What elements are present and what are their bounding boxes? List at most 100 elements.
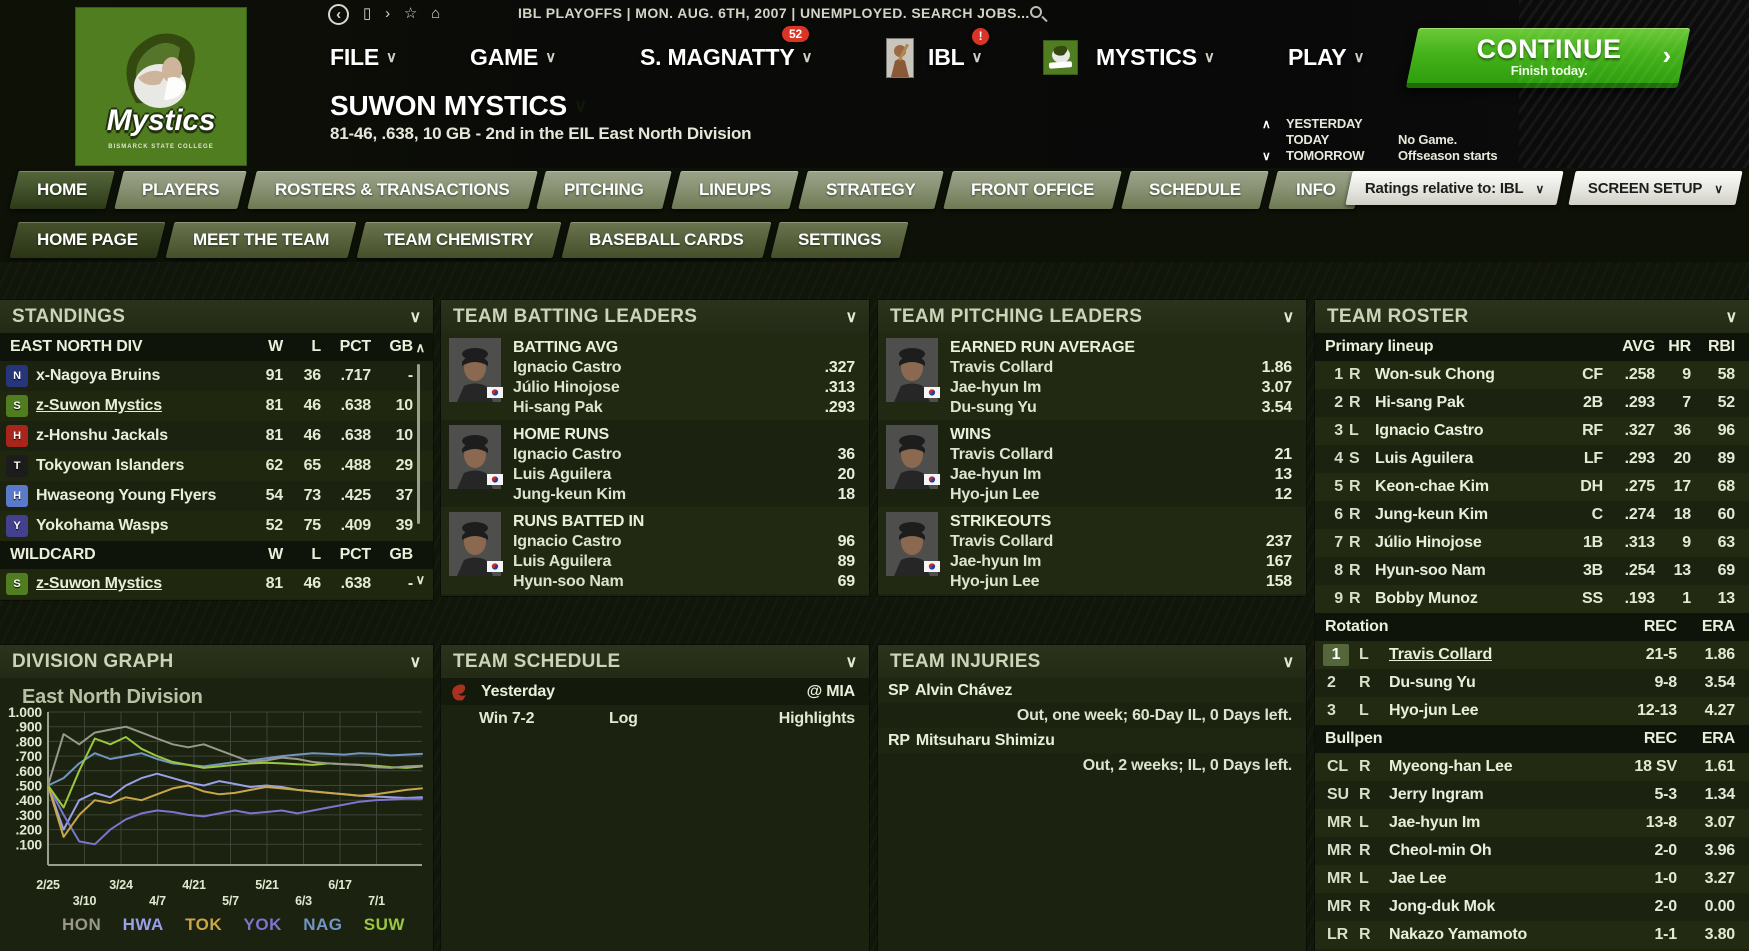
roster-player-row[interactable]: MR L Jae-hyun Im 13-8 3.07 [1315,809,1749,837]
scroll-down-icon[interactable]: ∨ [415,572,426,587]
leader-player-row[interactable]: Ignacio Castro 96 [513,532,855,552]
menu-team[interactable]: MYSTICS ∨ [1096,44,1215,70]
tab-rosters-transactions[interactable]: ROSTERS & TRANSACTIONS [246,171,537,209]
search-icon[interactable] [1030,6,1042,18]
scrollbar[interactable] [417,364,420,524]
roster-player-row[interactable]: MR R Cheol-min Oh 2-0 3.96 [1315,837,1749,865]
tab-pitching[interactable]: PITCHING [536,171,672,209]
table-row[interactable]: T Tokyowan Islanders 62 65 .488 29 [0,451,433,481]
leader-player-row[interactable]: Luis Aguilera 20 [513,465,855,485]
roster-player-row[interactable]: 4 S Luis Aguilera LF .293 20 89 [1315,445,1749,473]
roster-player-row[interactable]: 2 R Du-sung Yu 9-8 3.54 [1315,669,1749,697]
forward-icon[interactable]: › [385,5,390,22]
leader-player-row[interactable]: Jae-hyun Im 167 [950,552,1292,572]
menu-game[interactable]: GAME ∨ [470,44,556,70]
home-icon[interactable]: ⌂ [431,5,440,22]
roster-player-row[interactable]: 9 R Bobby Munoz SS .193 1 13 [1315,585,1749,613]
roster-player-row[interactable]: 2 R Hi-sang Pak 2B .293 7 52 [1315,389,1749,417]
menu-play[interactable]: PLAY ∨ [1288,44,1365,70]
roster-player-row[interactable]: CL R Myeong-han Lee 18 SV 1.61 [1315,753,1749,781]
up-arrow-icon[interactable]: ∧ [1262,117,1271,131]
chevron-down-icon[interactable]: ∨ [409,308,421,326]
star-icon[interactable]: ☆ [403,5,418,22]
down-arrow-icon[interactable]: ∨ [1262,149,1271,163]
roster-player-row[interactable]: 1 L Travis Collard 21-5 1.86 [1315,641,1749,669]
leader-player-row[interactable]: Du-sung Yu 3.54 [950,398,1292,418]
standings-header[interactable]: STANDINGS ∨ [0,300,433,333]
subtab-meet-the-team[interactable]: MEET THE TEAM [165,222,357,258]
injury-player-row[interactable]: SP Alvin Chávez [878,678,1306,703]
tab-strategy[interactable]: STRATEGY [798,171,944,209]
tab-schedule[interactable]: SCHEDULE [1121,171,1269,209]
tab-home[interactable]: HOME [9,171,115,209]
leader-player-row[interactable]: Ignacio Castro .327 [513,358,855,378]
leader-player-row[interactable]: Travis Collard 237 [950,532,1292,552]
menu-file[interactable]: FILE ∨ [330,44,397,70]
schedule-header[interactable]: TEAM SCHEDULE ∨ [441,645,869,678]
division-graph-header[interactable]: DIVISION GRAPH ∨ [0,645,433,678]
leader-player-row[interactable]: Luis Aguilera 89 [513,552,855,572]
roster-player-row[interactable]: 3 L Hyo-jun Lee 12-13 4.27 [1315,697,1749,725]
tab-label: LINEUPS [698,180,772,199]
continue-button[interactable]: CONTINUE Finish today. › [1405,28,1691,88]
page-icon[interactable]: ▯ [363,5,372,22]
subtab-baseball-cards[interactable]: BASEBALL CARDS [561,222,771,258]
team-logo[interactable]: Mystics BISMARCK STATE COLLEGE [76,8,246,165]
leader-player-row[interactable]: Jae-hyun Im 13 [950,465,1292,485]
tab-lineups[interactable]: LINEUPS [670,171,799,209]
roster-player-row[interactable]: 6 R Jung-keun Kim C .274 18 60 [1315,501,1749,529]
leader-player-row[interactable]: Travis Collard 21 [950,445,1292,465]
pitching-leaders-header[interactable]: TEAM PITCHING LEADERS ∨ [878,300,1306,333]
roster-player-row[interactable]: SU R Jerry Ingram 5-3 1.34 [1315,781,1749,809]
chevron-down-icon[interactable]: ∨ [845,308,857,326]
roster-player-row[interactable]: 1 R Won-suk Chong CF .258 9 58 [1315,361,1749,389]
back-icon[interactable]: ‹ [328,3,349,25]
leader-player-row[interactable]: Júlio Hinojose .313 [513,378,855,398]
chevron-down-icon[interactable]: ∨ [845,653,857,671]
injury-player-row[interactable]: RP Mitsuharu Shimizu [878,728,1306,753]
tab-players[interactable]: PLAYERS [114,171,248,209]
screen-setup-dropdown[interactable]: SCREEN SETUP ∨ [1568,171,1743,205]
roster-player-row[interactable]: LR R Nakazo Yamamoto 1-1 3.80 [1315,921,1749,949]
tab-front-office[interactable]: FRONT OFFICE [942,171,1122,209]
roster-player-row[interactable]: 7 R Júlio Hinojose 1B .313 9 63 [1315,529,1749,557]
leader-player-row[interactable]: Hyo-jun Lee 12 [950,485,1292,505]
menu-manager[interactable]: S. MAGNATTY ∨ [640,44,813,70]
chevron-down-icon[interactable]: ∨ [1282,308,1294,326]
team-name-heading[interactable]: SUWON MYSTICS ∨ [330,90,587,121]
injuries-header[interactable]: TEAM INJURIES ∨ [878,645,1306,678]
batting-leaders-header[interactable]: TEAM BATTING LEADERS ∨ [441,300,869,333]
menu-league[interactable]: IBL ∨ [928,44,983,70]
chevron-down-icon[interactable]: ∨ [1282,653,1294,671]
chevron-down-icon[interactable]: ∨ [1725,308,1737,326]
subtab-team-chemistry[interactable]: TEAM CHEMISTRY [356,222,562,258]
leader-player-row[interactable]: Hyo-jun Lee 158 [950,572,1292,592]
schedule-log-link[interactable]: Log [609,709,638,727]
leader-player-row[interactable]: Hyun-soo Nam 69 [513,572,855,592]
leader-player-row[interactable]: Hi-sang Pak .293 [513,398,855,418]
roster-player-row[interactable]: 5 R Keon-chae Kim DH .275 17 68 [1315,473,1749,501]
roster-player-row[interactable]: MR R Jong-duk Mok 2-0 0.00 [1315,893,1749,921]
ratings-relative-dropdown[interactable]: Ratings relative to: IBL ∨ [1345,171,1564,205]
schedule-highlights-link[interactable]: Highlights [778,709,855,727]
subtab-settings[interactable]: SETTINGS [770,222,910,258]
table-row[interactable]: H Hwaseong Young Flyers 54 73 .425 37 [0,481,433,511]
chevron-down-icon[interactable]: ∨ [409,653,421,671]
day-summary[interactable]: ∧ YESTERDAY TODAY No Game. ∨ TOMORROW Offseaso… [1262,116,1498,164]
table-row[interactable]: Y Yokohama Wasps 52 75 .409 39 [0,511,433,541]
schedule-yesterday-row[interactable]: Yesterday @ MIA [441,678,869,705]
roster-player-row[interactable]: MR L Jae Lee 1-0 3.27 [1315,865,1749,893]
leader-player-row[interactable]: Jung-keun Kim 18 [513,485,855,505]
leader-player-row[interactable]: Jae-hyun Im 3.07 [950,378,1292,398]
roster-player-row[interactable]: 8 R Hyun-soo Nam 3B .254 13 69 [1315,557,1749,585]
leader-player-row[interactable]: Travis Collard 1.86 [950,358,1292,378]
subtab-home-page[interactable]: HOME PAGE [9,222,166,258]
roster-player-row[interactable]: 3 L Ignacio Castro RF .327 36 96 [1315,417,1749,445]
roster-header[interactable]: TEAM ROSTER ∨ [1315,300,1749,333]
leader-player-row[interactable]: Ignacio Castro 36 [513,445,855,465]
scroll-up-icon[interactable]: ∧ [415,340,426,355]
